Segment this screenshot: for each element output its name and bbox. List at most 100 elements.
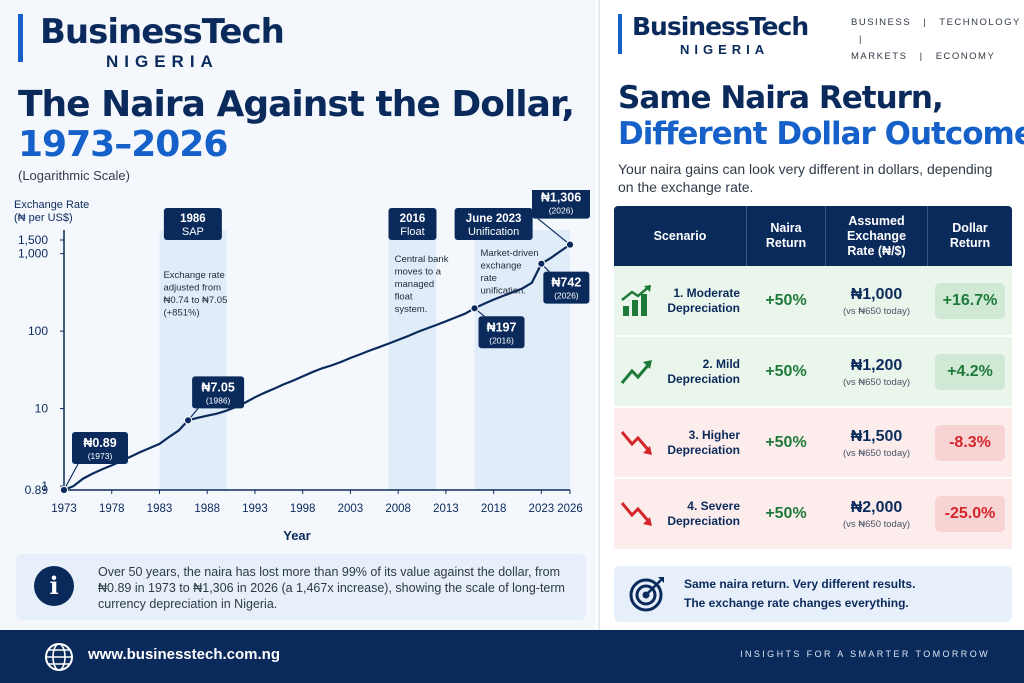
row-rate-cell: ₦2,000 (vs ₦650 today) <box>826 479 927 549</box>
info-box: i Over 50 years, the naira has lost more… <box>16 554 586 620</box>
logo-wordmark: BusinessTech <box>40 12 285 52</box>
logo-sub: NIGERIA <box>106 52 219 71</box>
row-divider <box>614 477 1012 478</box>
y-tick-label: 0.89 <box>25 483 49 497</box>
x-tick-label: 1988 <box>194 503 220 515</box>
period-note: exchange <box>481 261 522 272</box>
naira-dollar-chart: Exchange Rate(₦ per US$)0.891101001,0001… <box>14 190 590 543</box>
row-scenario-label: 4. Severe Depreciation <box>667 499 740 528</box>
row-rate-note: (vs ₦650 today) <box>842 447 911 459</box>
x-tick-label: 1998 <box>290 503 316 515</box>
period-note: moves to a <box>395 267 442 278</box>
annotation-value: ₦742 <box>551 276 581 290</box>
annotation-year: (2016) <box>489 335 514 345</box>
page-title: The Naira Against the Dollar, <box>18 84 575 125</box>
header-scenario: Scenario <box>653 228 707 243</box>
row-naira-cell: +50% <box>747 266 825 336</box>
period-note: adjusted from <box>163 283 221 294</box>
x-tick-label: 2008 <box>385 503 411 515</box>
row-scenario-label: 2. Mild Depreciation <box>667 357 740 386</box>
table-row: 4. Severe Depreciation +50% ₦2,000 (vs ₦… <box>614 479 1012 549</box>
annotation-box <box>532 190 590 219</box>
nav-technology[interactable]: TECHNOLOGY <box>939 17 1021 28</box>
info-text: Over 50 years, the naira has lost more t… <box>98 565 565 611</box>
shaded-period <box>159 230 227 490</box>
footer-tagline: INSIGHTS FOR A SMARTER TOMORROW <box>740 649 990 659</box>
row-naira-return: +50% <box>765 363 807 380</box>
row-naira-return: +50% <box>765 292 807 309</box>
table-row: 2. Mild Depreciation +50% ₦1,200 (vs ₦65… <box>614 337 1012 407</box>
row-dollar-return: -25.0% <box>935 496 1005 532</box>
annotation-box <box>543 271 590 304</box>
callout-box: Same naira return. Very different result… <box>614 566 1012 622</box>
top-nav: BUSINESS | TECHNOLOGY | MARKETS | ECONOM… <box>851 14 1024 65</box>
nav-markets[interactable]: MARKETS <box>851 51 908 62</box>
x-tick-label: 2013 <box>433 503 459 515</box>
logo-right-sub: NIGERIA <box>680 42 770 57</box>
period-note: rate <box>481 273 497 284</box>
annotation-leader <box>537 218 571 246</box>
y-tick-label: 1,000 <box>18 247 48 261</box>
shaded-period <box>474 230 513 490</box>
row-rate-value: ₦2,000 <box>850 498 903 516</box>
header-dollar-return: Dollar Return <box>949 221 991 250</box>
x-tick-label: 2023 <box>529 503 555 515</box>
y-tick-label: 1 <box>41 479 48 493</box>
header-divider <box>927 206 928 266</box>
row-rate-cell: ₦1,200 (vs ₦650 today) <box>826 337 927 407</box>
trend-down-icon <box>620 502 652 526</box>
header-naira-return: Naira Return <box>765 221 807 250</box>
row-rate-note: (vs ₦650 today) <box>842 376 911 388</box>
row-divider <box>614 335 1012 336</box>
bar-chart-up-icon <box>621 285 651 316</box>
y-tick-label: 10 <box>35 402 49 416</box>
period-note: Market-driven <box>481 248 539 259</box>
period-label: 1986 <box>180 213 206 225</box>
row-naira-return: +50% <box>765 434 807 451</box>
y-axis-label: Exchange Rate <box>14 199 89 211</box>
annotation-year: (2026) <box>554 291 579 301</box>
row-rate-cell: ₦1,500 (vs ₦650 today) <box>826 408 927 478</box>
annotation-point <box>565 240 575 249</box>
row-rate-note: (vs ₦650 today) <box>842 518 911 530</box>
annotation-year: (1973) <box>88 451 113 461</box>
period-note: (+851%) <box>163 308 199 319</box>
row-rate-cell: ₦1,000 (vs ₦650 today) <box>826 266 927 336</box>
y-axis-label-unit: (₦ per US$) <box>14 212 73 224</box>
period-label-sub: Float <box>400 226 424 238</box>
callout-line-2: The exchange rate changes everything. <box>684 596 909 610</box>
period-label-box <box>388 208 437 240</box>
x-tick-label: 1978 <box>99 503 125 515</box>
section-title: Same Naira Return, <box>618 80 944 116</box>
nav-economy[interactable]: ECONOMY <box>935 51 996 62</box>
period-label-sub: Unification <box>468 226 519 238</box>
logo-right: BusinessTech NIGERIA <box>618 12 838 60</box>
x-tick-label: 1993 <box>242 503 268 515</box>
annotation-value: ₦7.05 <box>201 380 234 394</box>
callout-text: Same naira return. Very different result… <box>684 575 1004 613</box>
row-scenario-label: 3. Higher Depreciation <box>667 428 740 457</box>
annotation-year: (2026) <box>549 206 574 216</box>
annotation-point <box>59 485 69 495</box>
footer-url[interactable]: www.businesstech.com.ng <box>88 646 280 663</box>
x-tick-label: 1983 <box>147 503 173 515</box>
page-title-years: 1973–2026 <box>18 124 228 165</box>
annotation-year: (1986) <box>206 395 231 405</box>
annotation-box <box>72 432 128 464</box>
period-note: Central bank <box>395 254 449 265</box>
annotation-point <box>470 304 479 313</box>
shaded-period <box>388 230 437 490</box>
info-icon: i <box>34 566 74 606</box>
chart-subtitle: (Logarithmic Scale) <box>18 168 130 183</box>
row-naira-cell: +50% <box>747 337 825 407</box>
y-tick-label: 100 <box>28 324 48 338</box>
row-rate-value: ₦1,200 <box>850 356 903 374</box>
period-label-box <box>163 208 222 240</box>
logo-bar <box>18 14 23 62</box>
period-label-sub: SAP <box>182 226 204 238</box>
y-tick-label: 1,500 <box>18 233 48 247</box>
row-naira-cell: +50% <box>747 479 825 549</box>
right-panel: BusinessTech NIGERIA BUSINESS | TECHNOLO… <box>600 0 1024 630</box>
logo-right-wordmark: BusinessTech <box>632 12 809 41</box>
nav-business[interactable]: BUSINESS <box>851 17 912 28</box>
